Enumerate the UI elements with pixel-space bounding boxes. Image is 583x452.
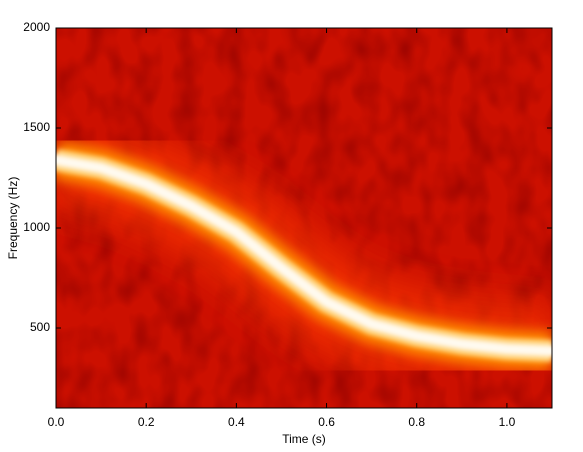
y-axis-label: Frequency (Hz) — [6, 177, 20, 260]
ridge — [56, 154, 552, 357]
y-tick-label: 2000 — [23, 20, 50, 34]
frame — [55, 27, 553, 409]
plot-area — [56, 28, 552, 408]
y-tick-label: 1500 — [23, 120, 50, 134]
x-tick-label: 0.2 — [138, 415, 155, 429]
x-axis-label: Time (s) — [282, 432, 326, 446]
x-tick-label: 0.0 — [48, 415, 65, 429]
y-tick-label: 500 — [30, 320, 50, 334]
x-tick-label: 0.8 — [408, 415, 425, 429]
y-tick-label: 1000 — [23, 220, 50, 234]
x-tick-label: 1.0 — [499, 415, 516, 429]
x-tick-label: 0.6 — [318, 415, 335, 429]
x-tick-label: 0.4 — [228, 415, 245, 429]
